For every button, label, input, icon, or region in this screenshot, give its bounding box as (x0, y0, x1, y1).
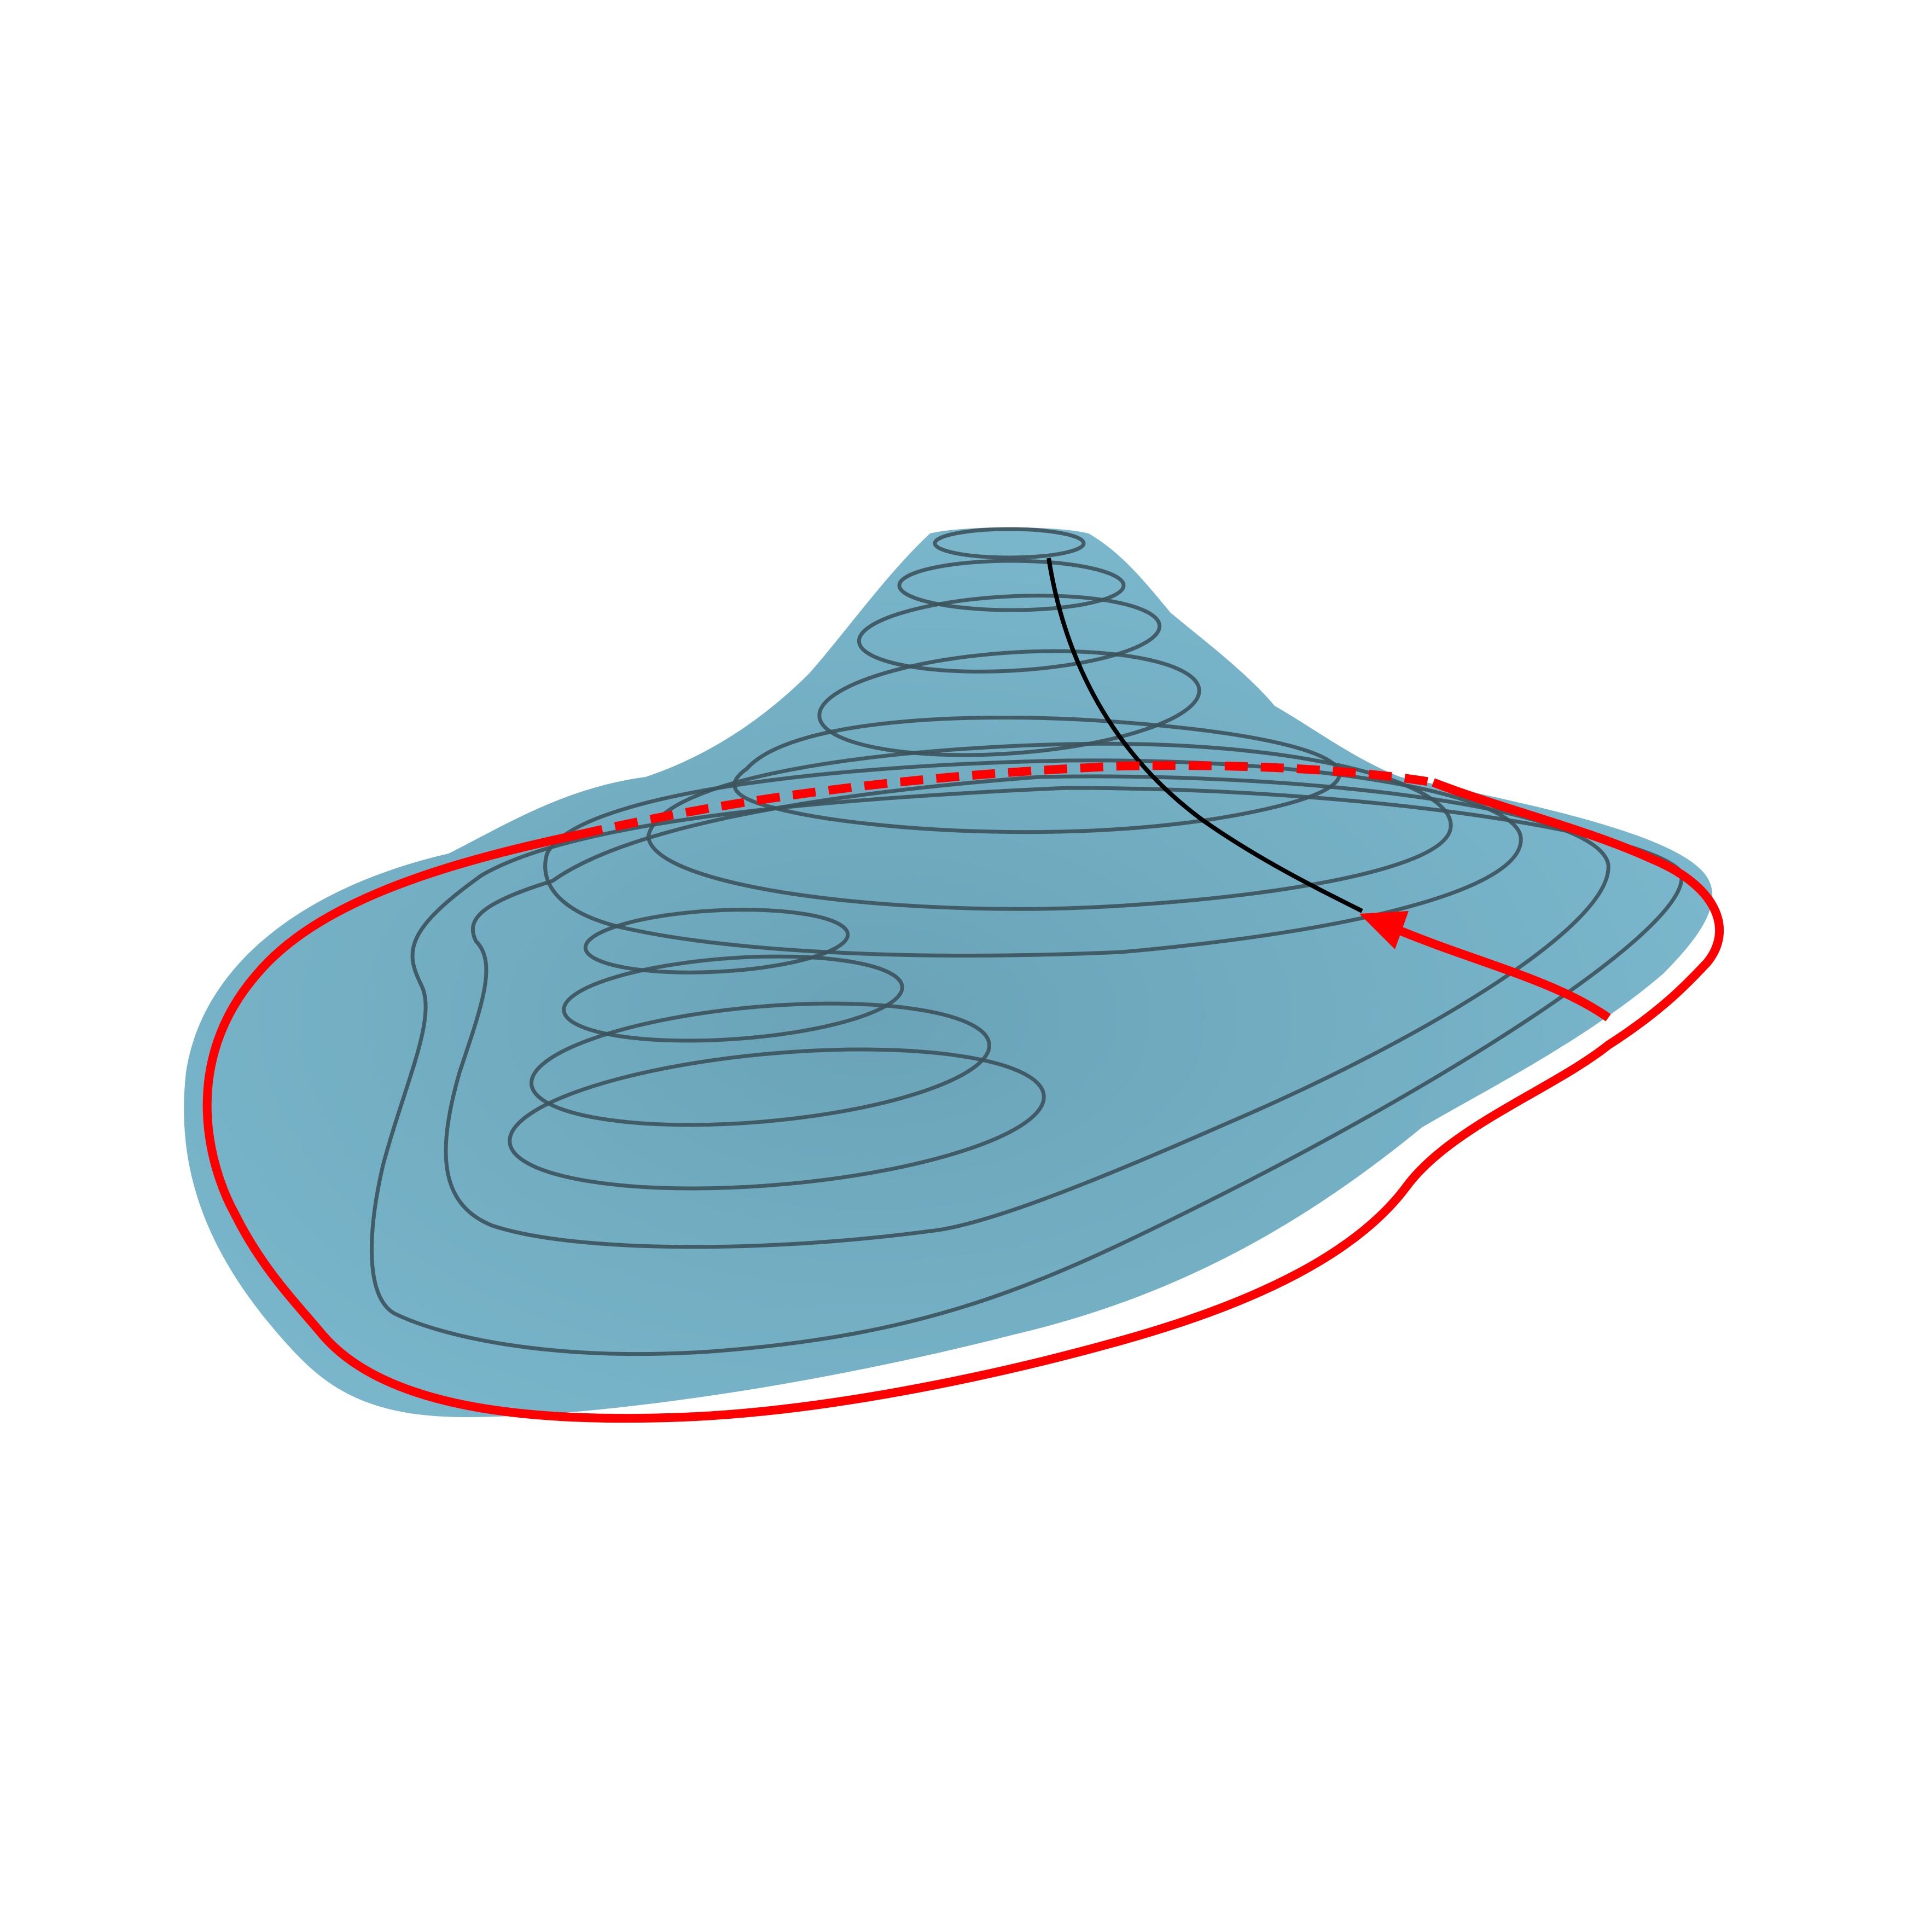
mountain-surface (184, 527, 1713, 1417)
red-arrow-shaft (1390, 923, 1611, 1022)
red-boundary-curve (202, 778, 1724, 1423)
contour-9 (370, 786, 1684, 1356)
contour-10 (583, 908, 850, 974)
contour-6 (646, 741, 1453, 911)
contour-1 (933, 527, 1086, 560)
black-descent-path (1046, 558, 1363, 913)
contour-11 (562, 954, 904, 1043)
level-curves (370, 527, 1684, 1356)
red-arrow (1359, 911, 1409, 949)
contour-3 (857, 594, 1162, 674)
contour-2 (897, 559, 1126, 612)
contour-4 (817, 649, 1201, 757)
contour-12 (529, 1001, 992, 1127)
contour-7 (543, 758, 1523, 958)
contour-8 (444, 774, 1610, 1249)
contour-5 (732, 715, 1342, 834)
contour-13 (508, 1047, 1046, 1191)
red-dashed-hidden-curve (579, 761, 1434, 839)
